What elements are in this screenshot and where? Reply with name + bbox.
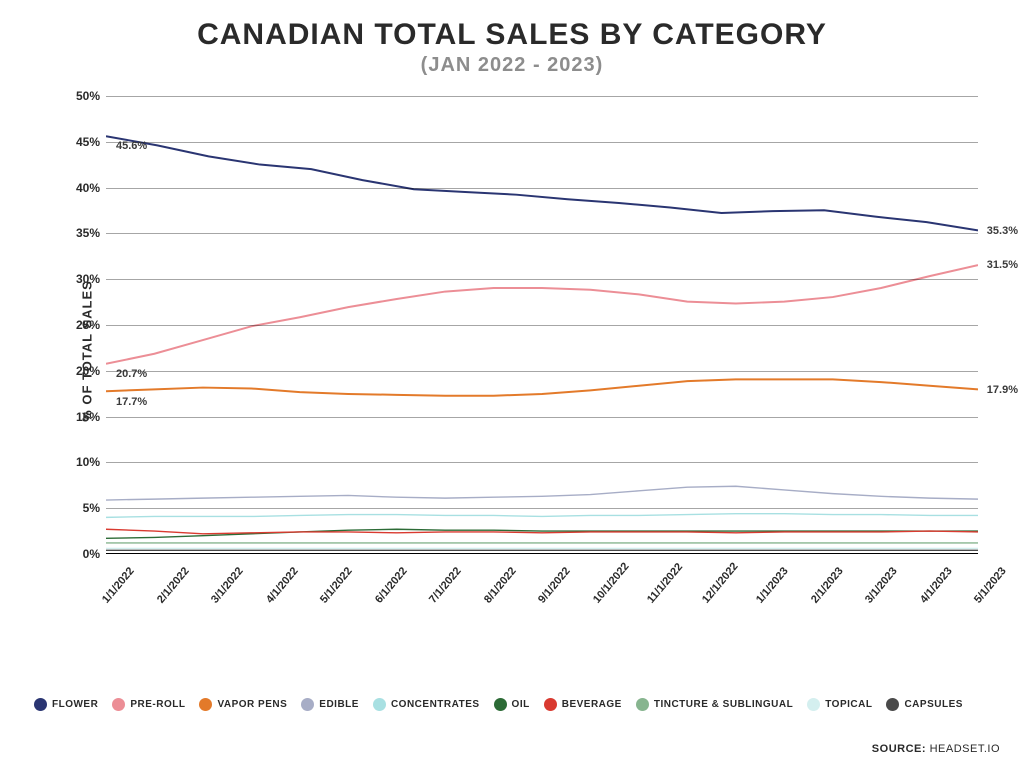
legend-item: OIL xyxy=(494,698,530,711)
x-tick-label: 10/1/2022 xyxy=(591,561,632,606)
x-tick-label: 2/1/2023 xyxy=(809,565,846,606)
start-label: 45.6% xyxy=(116,140,147,152)
y-axis-label: % OF TOTAL SALES xyxy=(79,280,94,422)
legend-label: BEVERAGE xyxy=(562,699,622,710)
chart-subtitle: (JAN 2022 - 2023) xyxy=(0,54,1024,77)
end-label: 35.3% xyxy=(987,225,1018,237)
x-tick-label: 5/1/2022 xyxy=(318,565,355,606)
series-line-flower xyxy=(106,136,978,230)
x-tick-label: 4/1/2023 xyxy=(918,565,955,606)
legend-item: EDIBLE xyxy=(301,698,359,711)
legend-item: CONCENTRATES xyxy=(373,698,480,711)
chart-title: CANADIAN TOTAL SALES BY CATEGORY xyxy=(0,18,1024,52)
legend-swatch xyxy=(34,698,47,711)
legend-label: EDIBLE xyxy=(319,699,359,710)
legend-label: CONCENTRATES xyxy=(391,699,480,710)
grid-line xyxy=(106,371,978,372)
grid-line xyxy=(106,508,978,509)
grid-line xyxy=(106,96,978,97)
legend-item: PRE-ROLL xyxy=(112,698,185,711)
y-tick-label: 0% xyxy=(64,547,100,561)
y-tick-label: 10% xyxy=(64,455,100,469)
legend-label: VAPOR PENS xyxy=(217,699,287,710)
legend-swatch xyxy=(636,698,649,711)
y-tick-label: 30% xyxy=(64,272,100,286)
x-tick-label: 4/1/2022 xyxy=(264,565,301,606)
legend-swatch xyxy=(112,698,125,711)
start-label: 17.7% xyxy=(116,396,147,408)
legend-item: TINCTURE & SUBLINGUAL xyxy=(636,698,793,711)
x-tick-label: 3/1/2023 xyxy=(863,565,900,606)
series-line-vapor-pens xyxy=(106,379,978,395)
end-label: 31.5% xyxy=(987,259,1018,271)
legend-label: TOPICAL xyxy=(825,699,872,710)
grid-line xyxy=(106,325,978,326)
legend-item: FLOWER xyxy=(34,698,98,711)
y-tick-label: 20% xyxy=(64,364,100,378)
y-tick-label: 45% xyxy=(64,135,100,149)
legend-item: VAPOR PENS xyxy=(199,698,287,711)
x-tick-label: 12/1/2022 xyxy=(700,561,741,606)
legend-item: TOPICAL xyxy=(807,698,872,711)
legend-swatch xyxy=(886,698,899,711)
y-tick-label: 35% xyxy=(64,226,100,240)
legend-item: CAPSULES xyxy=(886,698,962,711)
y-tick-label: 15% xyxy=(64,410,100,424)
legend-swatch xyxy=(494,698,507,711)
legend-label: FLOWER xyxy=(52,699,98,710)
grid-line xyxy=(106,142,978,143)
x-tick-label: 3/1/2022 xyxy=(209,565,246,606)
x-tick-label: 8/1/2022 xyxy=(482,565,519,606)
legend-swatch xyxy=(199,698,212,711)
series-line-edible xyxy=(106,486,978,500)
series-line-concentrates xyxy=(106,514,978,518)
x-tick-label: 7/1/2022 xyxy=(427,565,464,606)
x-tick-label: 9/1/2022 xyxy=(536,565,573,606)
y-tick-label: 5% xyxy=(64,501,100,515)
legend-label: CAPSULES xyxy=(904,699,962,710)
legend-swatch xyxy=(373,698,386,711)
x-axis-ticks: 1/1/20222/1/20223/1/20224/1/20225/1/2022… xyxy=(106,558,978,622)
plot-region: 0%5%10%15%20%25%30%35%40%45%50%45.6%35.3… xyxy=(106,96,978,554)
grid-line xyxy=(106,279,978,280)
legend-label: TINCTURE & SUBLINGUAL xyxy=(654,699,793,710)
legend: FLOWER PRE-ROLL VAPOR PENS EDIBLE CONCENTRAT… xyxy=(34,698,994,711)
end-label: 17.9% xyxy=(987,384,1018,396)
chart-area: % OF TOTAL SALES 0%5%10%15%20%25%30%35%4… xyxy=(60,96,990,606)
legend-swatch xyxy=(301,698,314,711)
legend-swatch xyxy=(807,698,820,711)
grid-line xyxy=(106,417,978,418)
legend-item: BEVERAGE xyxy=(544,698,622,711)
x-tick-label: 2/1/2022 xyxy=(155,565,192,606)
y-tick-label: 50% xyxy=(64,89,100,103)
y-tick-label: 25% xyxy=(64,318,100,332)
grid-line xyxy=(106,188,978,189)
legend-label: PRE-ROLL xyxy=(130,699,185,710)
legend-label: OIL xyxy=(512,699,530,710)
grid-line xyxy=(106,462,978,463)
source-attribution: SOURCE: HEADSET.IO xyxy=(872,743,1000,755)
x-tick-label: 6/1/2022 xyxy=(373,565,410,606)
x-tick-label: 11/1/2022 xyxy=(645,561,685,606)
legend-swatch xyxy=(544,698,557,711)
x-tick-label: 5/1/2023 xyxy=(972,565,1009,606)
y-tick-label: 40% xyxy=(64,181,100,195)
start-label: 20.7% xyxy=(116,368,147,380)
x-tick-label: 1/1/2023 xyxy=(754,565,791,606)
x-tick-label: 1/1/2022 xyxy=(100,565,137,606)
grid-line xyxy=(106,233,978,234)
